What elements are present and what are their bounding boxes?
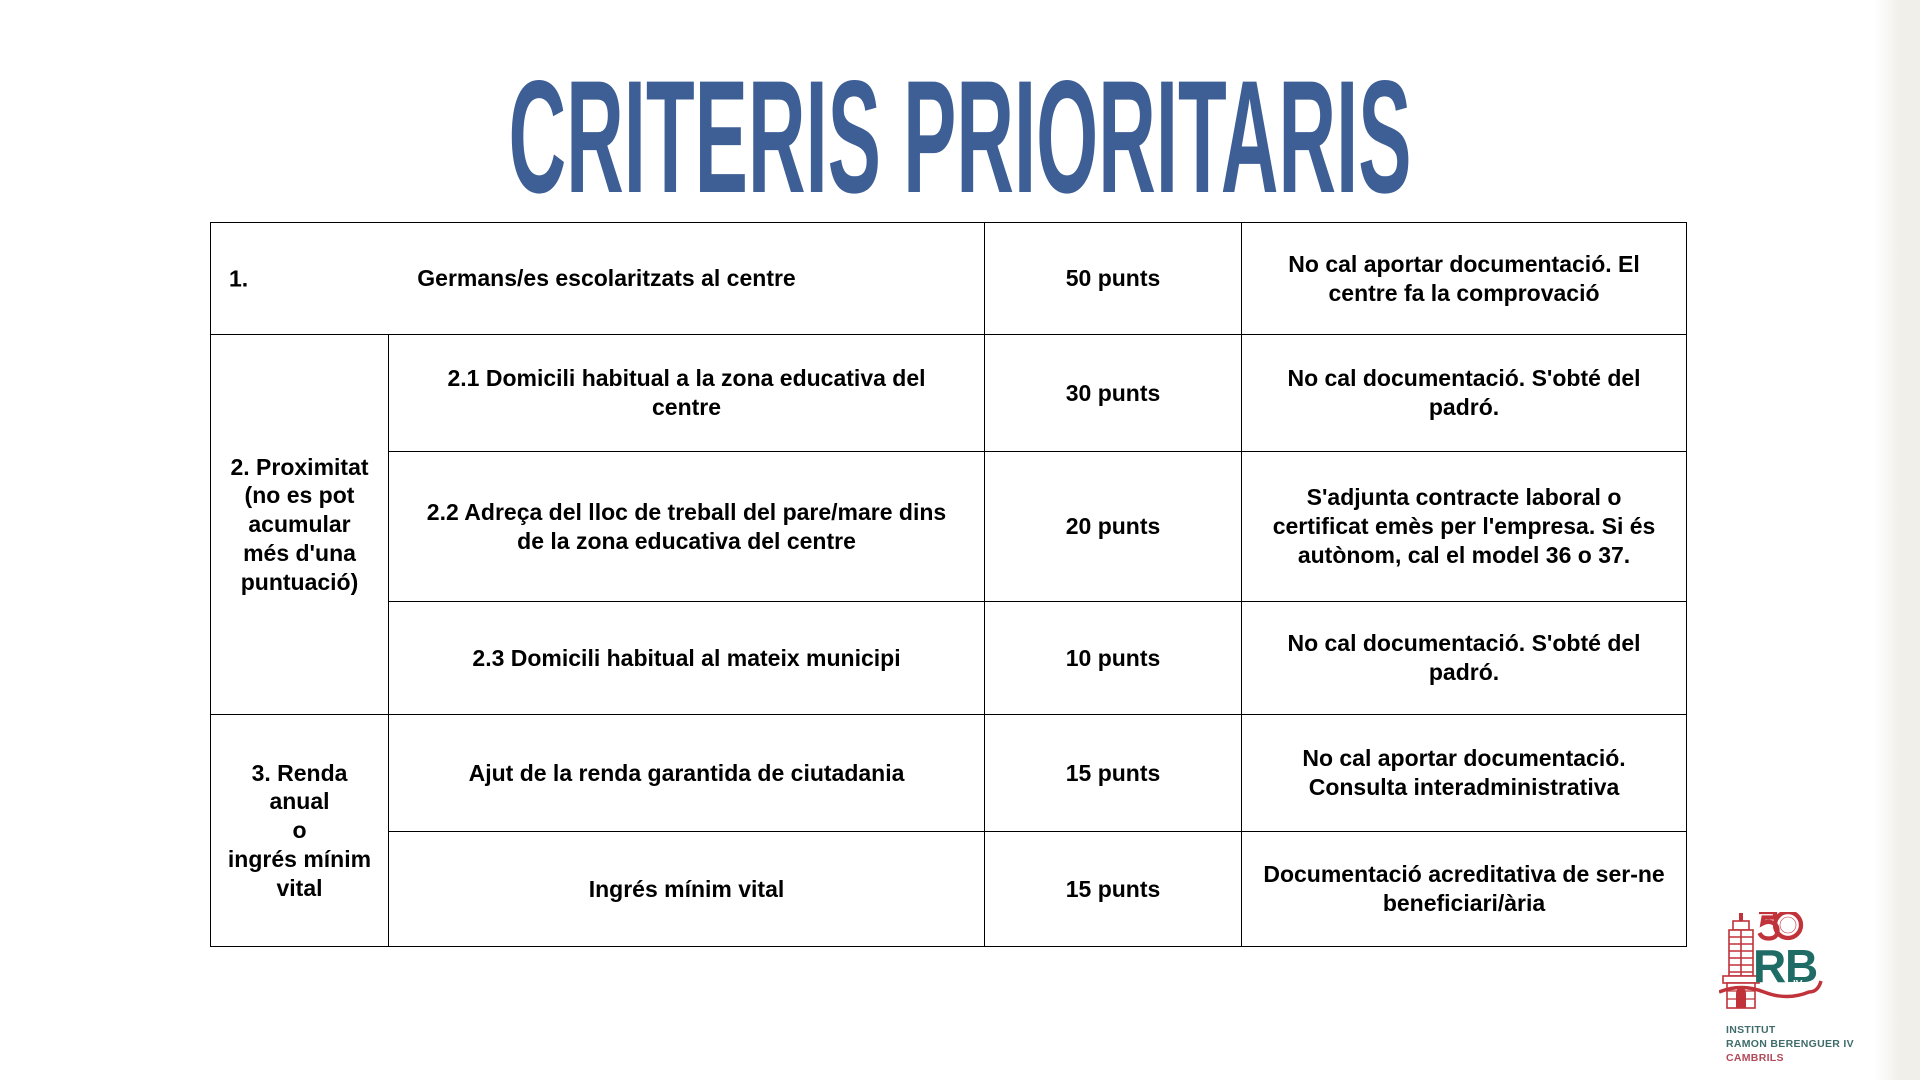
- svg-text:R: R: [1753, 940, 1786, 992]
- svg-text:IV: IV: [1793, 979, 1803, 990]
